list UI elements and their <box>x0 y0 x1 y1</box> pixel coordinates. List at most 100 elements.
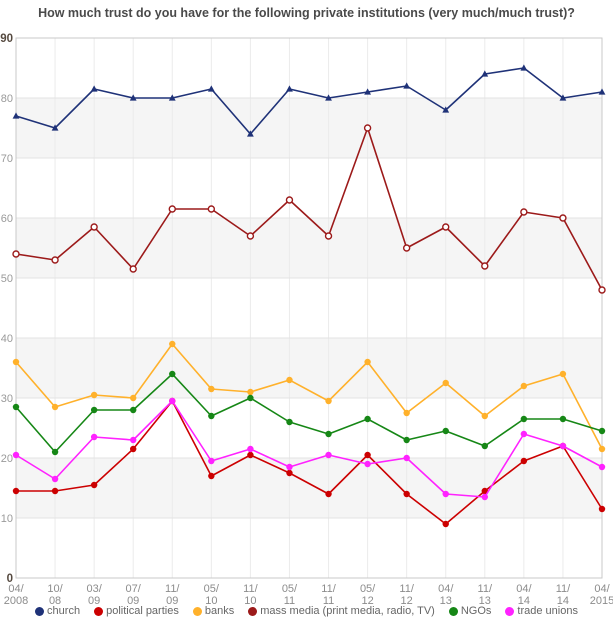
marker-ngos <box>51 448 59 456</box>
x-tick-label: 11 <box>284 595 295 605</box>
marker-trade-unions <box>520 430 528 438</box>
x-tick-label: 09 <box>88 595 100 605</box>
marker-trade-unions <box>208 457 215 465</box>
x-tick-label: 2008 <box>4 595 28 605</box>
x-tick-label: 10 <box>244 595 256 605</box>
marker-ngos <box>364 415 371 423</box>
marker-political-parties <box>247 451 254 459</box>
marker-mass-media-print-media-radio-tv <box>207 205 216 213</box>
x-tick-label: 11/ <box>399 583 414 595</box>
x-tick-label: 10/ <box>47 583 63 595</box>
y-tick-label: 90 <box>0 33 13 45</box>
marker-banks <box>286 376 293 384</box>
legend-label: banks <box>204 605 235 617</box>
marker-trade-unions <box>130 436 137 444</box>
marker-mass-media-print-media-radio-tv <box>520 208 528 216</box>
marker-banks <box>442 379 449 387</box>
marker-banks <box>364 358 371 366</box>
x-tick-label: 04/ <box>438 583 454 595</box>
marker-church <box>51 124 59 131</box>
marker-mass-media-print-media-radio-tv <box>402 244 411 252</box>
marker-ngos <box>481 442 488 450</box>
marker-banks <box>130 394 137 402</box>
x-tick-label: 12 <box>361 595 373 605</box>
x-tick-label: 03/ <box>86 583 102 595</box>
plot-border <box>15 37 603 579</box>
marker-political-parties <box>208 472 215 480</box>
grid-band <box>16 218 602 278</box>
x-tick-label: 14 <box>557 595 569 605</box>
x-tick-label: 13 <box>440 595 452 605</box>
x-tick-label: 11/ <box>243 583 258 595</box>
marker-trade-unions <box>12 451 20 459</box>
marker-mass-media-print-media-radio-tv <box>246 232 255 240</box>
marker-mass-media-print-media-radio-tv <box>324 232 333 240</box>
marker-banks <box>51 403 59 411</box>
marker-mass-media-print-media-radio-tv <box>363 124 372 132</box>
marker-church <box>403 82 411 89</box>
legend-label: mass media (print media, radio, TV) <box>260 605 435 617</box>
y-tick-label: 10 <box>1 513 13 525</box>
y-tick-label: 20 <box>1 453 13 465</box>
marker-ngos <box>520 415 528 423</box>
legend-item-ngos[interactable]: NGOs <box>448 605 491 617</box>
series-line-political-parties <box>16 400 603 525</box>
x-tick-label: 11/ <box>165 583 180 595</box>
marker-political-parties <box>520 457 528 465</box>
marker-church <box>247 130 254 137</box>
marker-trade-unions <box>169 397 176 405</box>
marker-banks <box>520 382 528 390</box>
marker-banks <box>247 388 254 396</box>
marker-political-parties <box>130 445 137 453</box>
legend-dot-icon <box>94 606 104 616</box>
marker-mass-media-print-media-radio-tv <box>129 265 137 273</box>
marker-banks <box>90 391 98 399</box>
legend-dot-icon <box>448 606 458 616</box>
marker-trade-unions <box>403 454 410 462</box>
marker-trade-unions <box>325 451 332 459</box>
marker-church <box>168 94 176 101</box>
grid-band <box>16 98 602 158</box>
marker-political-parties <box>364 451 371 459</box>
legend-item-mass-media-print-media-radio-tv[interactable]: mass media (print media, radio, TV) <box>248 605 435 617</box>
marker-trade-unions <box>481 493 488 501</box>
legend-label: church <box>47 605 81 617</box>
x-tick-label: 14 <box>518 595 530 605</box>
marker-trade-unions <box>286 463 293 471</box>
series-line-church <box>15 67 603 135</box>
marker-mass-media-print-media-radio-tv <box>559 214 567 222</box>
x-tick-label: 13 <box>479 595 491 605</box>
marker-banks <box>208 385 215 393</box>
x-tick-label: 11/ <box>321 583 336 595</box>
marker-trade-unions <box>90 433 98 441</box>
chart-legend: church political parties banks mass media (… <box>0 605 613 617</box>
marker-church <box>207 85 215 92</box>
grid-band <box>16 338 602 398</box>
x-tick-label: 05/ <box>360 583 376 595</box>
legend-dot-icon <box>248 606 258 616</box>
marker-banks <box>169 340 176 348</box>
marker-ngos <box>208 412 215 420</box>
x-tick-label: 05/ <box>282 583 298 595</box>
marker-mass-media-print-media-radio-tv <box>442 223 450 231</box>
series-line-ngos <box>15 373 603 453</box>
marker-ngos <box>325 430 332 438</box>
marker-mass-media-print-media-radio-tv <box>51 256 59 264</box>
marker-trade-unions <box>51 475 59 483</box>
legend-item-banks[interactable]: banks <box>192 605 235 617</box>
marker-banks <box>598 445 606 453</box>
marker-political-parties <box>90 481 98 489</box>
marker-ngos <box>598 427 606 435</box>
marker-trade-unions <box>559 442 567 450</box>
legend-item-church[interactable]: church <box>35 605 80 617</box>
marker-mass-media-print-media-radio-tv <box>168 205 176 213</box>
marker-ngos <box>90 406 98 414</box>
marker-church <box>12 112 20 119</box>
marker-church <box>364 88 371 95</box>
marker-mass-media-print-media-radio-tv <box>285 196 294 204</box>
legend-item-trade-unions[interactable]: trade unions <box>505 605 578 617</box>
marker-trade-unions <box>442 490 449 498</box>
line-chart-svg: 010203040506070809004/200810/0803/0907/0… <box>0 33 613 605</box>
legend-item-political-parties[interactable]: political parties <box>94 605 179 617</box>
x-tick-label: 08 <box>49 595 61 605</box>
